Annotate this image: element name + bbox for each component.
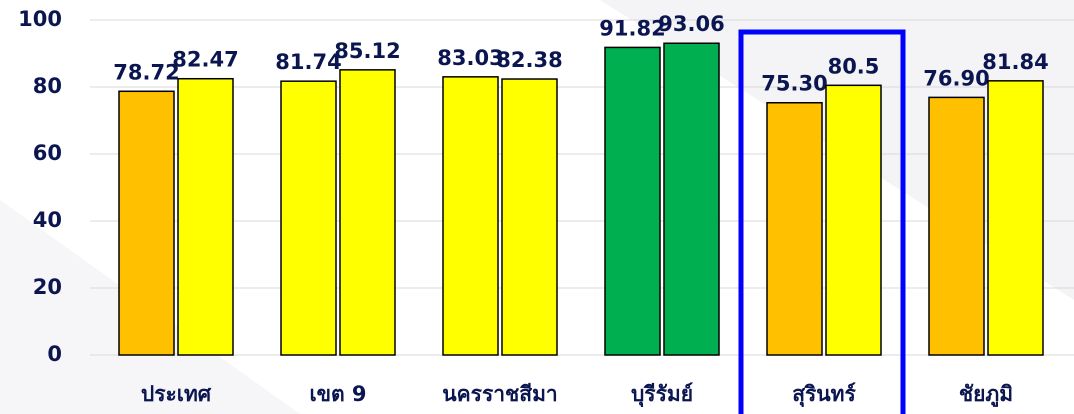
x-tick-label: ชัยภูมิ (959, 382, 1013, 408)
bar (118, 90, 175, 356)
x-tick-label: ประเทศ (141, 382, 212, 406)
value-label: 81.84 (982, 50, 1048, 74)
value-label: 78.72 (113, 60, 179, 84)
value-label: 83.03 (437, 46, 503, 70)
y-tick-label: 40 (33, 208, 62, 232)
y-tick-label: 80 (33, 74, 62, 98)
value-label: 80.5 (828, 54, 880, 78)
value-label: 93.06 (658, 12, 724, 36)
x-tick-label: เขต 9 (309, 382, 366, 406)
bar (501, 78, 558, 356)
x-tick-label: สุรินทร์ (792, 382, 856, 408)
y-tick-label: 0 (47, 342, 62, 366)
highlight-box (738, 29, 906, 414)
bar (928, 96, 985, 356)
x-tick-label: นครราชสีมา (442, 382, 557, 406)
value-label: 91.82 (599, 16, 665, 40)
bar (177, 77, 234, 356)
value-label: 75.30 (761, 72, 827, 96)
x-tick-label: บุรีรัมย์ (631, 382, 693, 408)
bar (280, 80, 337, 356)
value-label: 85.12 (334, 39, 400, 63)
y-tick-label: 100 (18, 7, 62, 31)
bar (766, 101, 823, 356)
bar (442, 76, 499, 356)
bar (825, 84, 882, 356)
bar (604, 46, 661, 356)
y-tick-label: 60 (33, 141, 62, 165)
bar (339, 69, 396, 356)
y-tick-label: 20 (33, 275, 62, 299)
value-label: 81.74 (275, 50, 341, 74)
value-label: 82.38 (496, 48, 562, 72)
bar (987, 80, 1044, 356)
value-label: 76.90 (923, 66, 989, 90)
value-label: 82.47 (172, 48, 238, 72)
bar (663, 42, 720, 356)
